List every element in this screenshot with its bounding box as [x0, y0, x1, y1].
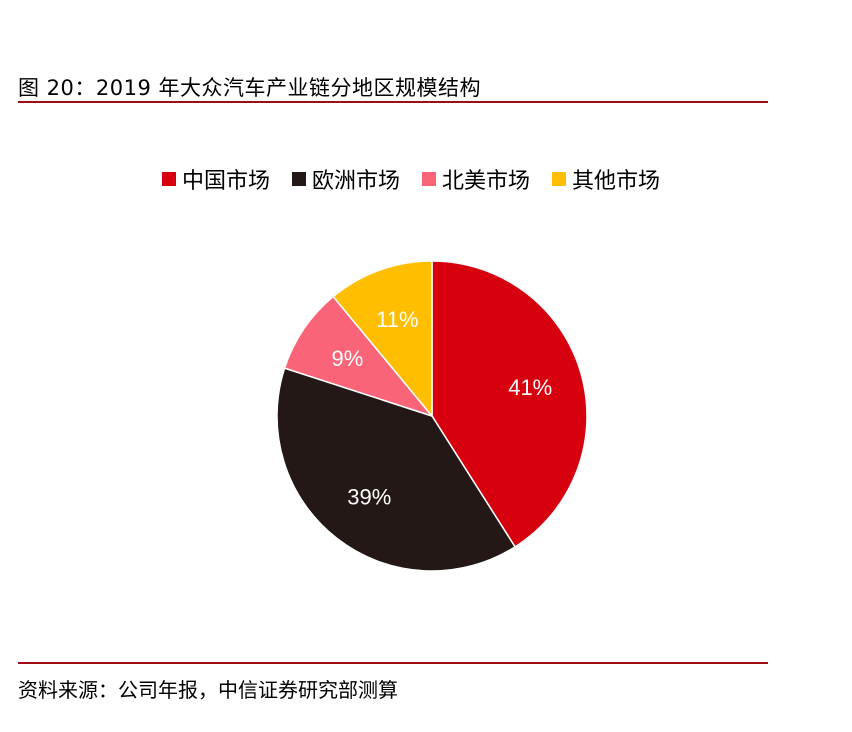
figure-title: 图 20：2019 年大众汽车产业链分地区规模结构: [18, 76, 482, 100]
legend-swatch-china: [162, 172, 176, 186]
chart-legend: 中国市场 欧洲市场 北美市场 其他市场: [162, 163, 660, 195]
legend-item-other: 其他市场: [552, 163, 660, 195]
pie-slice-europe: [276, 367, 517, 572]
source-divider: [18, 662, 768, 664]
legend-label-china: 中国市场: [182, 169, 271, 194]
legend-label-other: 其他市场: [572, 169, 661, 194]
pie-slice-north-america: [283, 295, 435, 418]
data-label-other: 11%: [376, 307, 418, 332]
pie-slice-china: [431, 260, 588, 548]
data-label-china: 41%: [508, 375, 552, 400]
title-divider: [18, 101, 768, 103]
legend-swatch-north-america: [422, 172, 437, 186]
source-note: 资料来源：公司年报，中信证券研究部测算: [18, 678, 398, 702]
legend-label-europe: 欧洲市场: [312, 169, 401, 194]
legend-swatch-other: [552, 172, 567, 186]
pie-slice-other: [332, 260, 433, 419]
legend-swatch-europe: [292, 172, 307, 186]
data-label-north-america: 9%: [331, 346, 363, 371]
legend-item-north-america: 北美市场: [422, 163, 530, 195]
legend-item-china: 中国市场: [162, 163, 270, 195]
legend-item-europe: 欧洲市场: [292, 163, 400, 195]
data-label-europe: 39%: [347, 484, 391, 509]
legend-label-north-america: 北美市场: [442, 169, 531, 194]
